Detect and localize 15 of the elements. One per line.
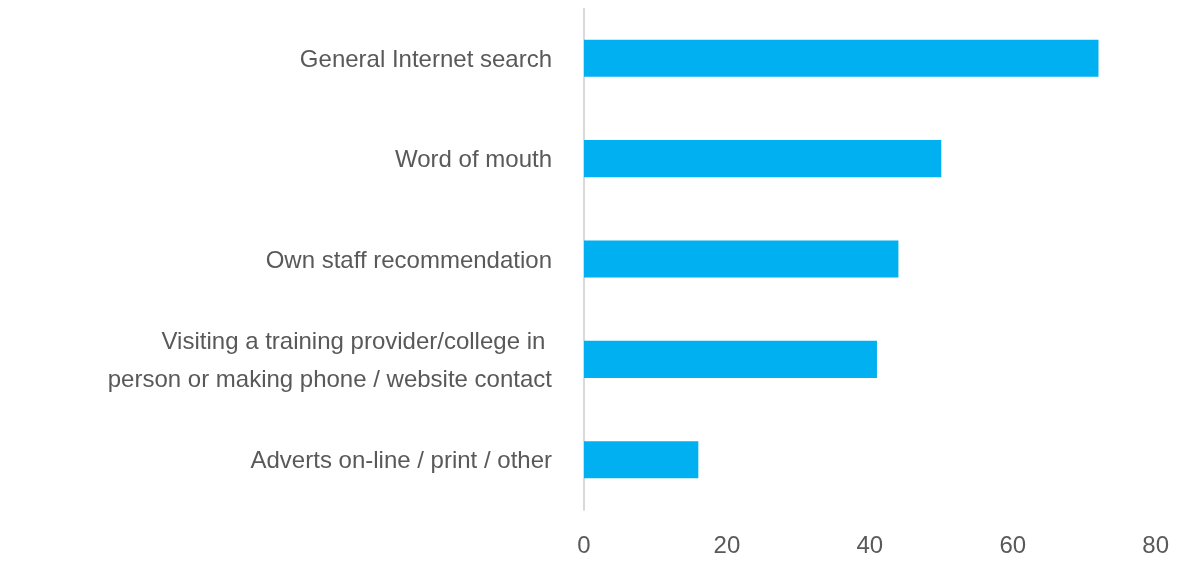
y-tick-label: Adverts on-line / print / other [250, 446, 552, 474]
x-tick-label: 80 [1142, 530, 1169, 558]
x-tick-label: 20 [713, 530, 741, 558]
bar [584, 240, 899, 278]
bar [584, 340, 877, 378]
x-tick-label: 0 [577, 530, 591, 558]
bar [584, 140, 942, 178]
x-tick-label: 60 [999, 530, 1027, 558]
y-tick-label: General Internet search [299, 44, 552, 72]
x-tick-label: 40 [856, 530, 884, 558]
bar [584, 441, 699, 479]
y-tick-label: Word of mouth [395, 145, 552, 173]
y-tick-label: Visiting a training provider/college in person or making phone / website contact [107, 326, 553, 392]
y-tick-label: Own staff recommendation [265, 245, 552, 273]
bar [584, 39, 1099, 77]
